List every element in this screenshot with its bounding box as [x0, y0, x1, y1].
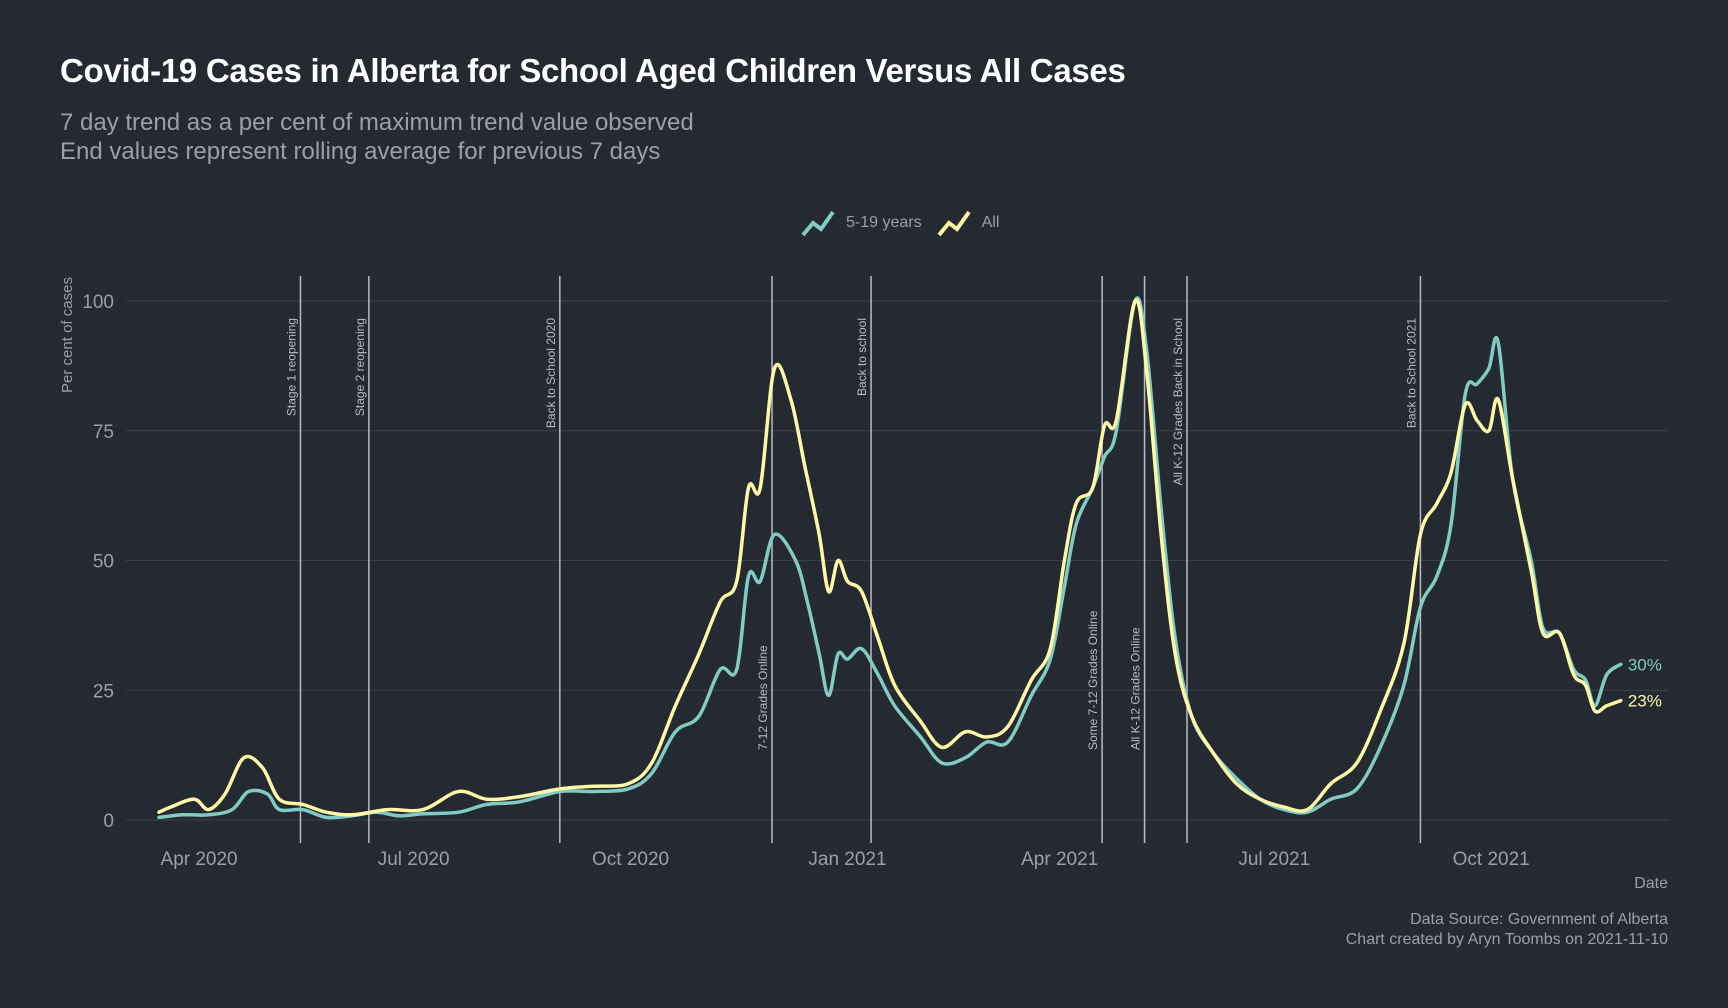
event-lines: Stage 1 reopening Stage 2 reopening Back t…	[284, 276, 1422, 843]
chart-title: Covid-19 Cases in Alberta for School Age…	[60, 52, 1126, 89]
event-label: All K-12 Grades Back in School	[1171, 318, 1185, 485]
series-line-all	[157, 298, 1623, 817]
event-label: All K-12 Grades Online	[1129, 627, 1143, 750]
x-tick-label: Oct 2021	[1453, 849, 1530, 870]
legend-label-5-19: 5-19 years	[846, 214, 922, 231]
x-tick-label: Oct 2020	[592, 849, 669, 870]
subtitle-line-2: End values represent rolling average for…	[60, 138, 661, 165]
x-tick-label: Apr 2021	[1021, 849, 1098, 870]
x-axis-title: Date	[1634, 875, 1668, 892]
caption-credit: Chart created by Aryn Toombs on 2021-11-…	[1345, 931, 1668, 948]
legend-item-5-19: 5-19 years	[800, 208, 922, 238]
y-tick-label: 25	[93, 681, 114, 702]
event-label: Back to School 2021	[1404, 318, 1418, 428]
end-label-all: 23%	[1628, 692, 1662, 711]
y-tick-label: 75	[93, 422, 114, 443]
end-label-5-19-years: 30%	[1628, 655, 1662, 674]
subtitle-line-1: 7 day trend as a per cent of maximum tre…	[60, 109, 694, 136]
axis-labels: 0 25 50 75 100 Apr 2020 Jul 2020 Oct 2020 Jan 20…	[82, 292, 1662, 870]
x-tick-label: Jul 2020	[378, 849, 450, 870]
y-axis-title: Per cent of cases	[59, 277, 76, 393]
event-label: Back to school	[855, 318, 869, 396]
legend-key-5-19-icon	[801, 210, 835, 237]
caption-source: Data Source: Government of Alberta	[1410, 911, 1668, 928]
y-tick-label: 100	[82, 292, 114, 313]
x-tick-label: Jul 2021	[1238, 849, 1310, 870]
event-label: 7-12 Grades Online	[756, 645, 770, 750]
legend-label-all: All	[981, 214, 1000, 231]
y-tick-label: 0	[103, 811, 114, 832]
x-tick-label: Apr 2020	[161, 849, 238, 870]
chart-subtitle: 7 day trend as a per cent of maximum tre…	[60, 108, 694, 166]
series-lines	[157, 296, 1623, 820]
chart-legend: 5-19 years All	[800, 208, 999, 238]
event-label: Some 7-12 Grades Online	[1086, 610, 1100, 750]
legend-key-all-icon	[937, 210, 971, 237]
event-label: Stage 2 reopening	[353, 318, 367, 416]
x-tick-label: Jan 2021	[808, 849, 886, 870]
chart-caption: Data Source: Government of Alberta Chart…	[1346, 910, 1668, 950]
event-label: Back to School 2020	[544, 318, 558, 428]
gridlines	[126, 300, 1668, 821]
legend-item-all: All	[936, 208, 1000, 238]
event-label: Stage 1 reopening	[284, 318, 298, 416]
series-line-5-19-years	[157, 296, 1623, 820]
y-tick-label: 50	[93, 552, 114, 573]
